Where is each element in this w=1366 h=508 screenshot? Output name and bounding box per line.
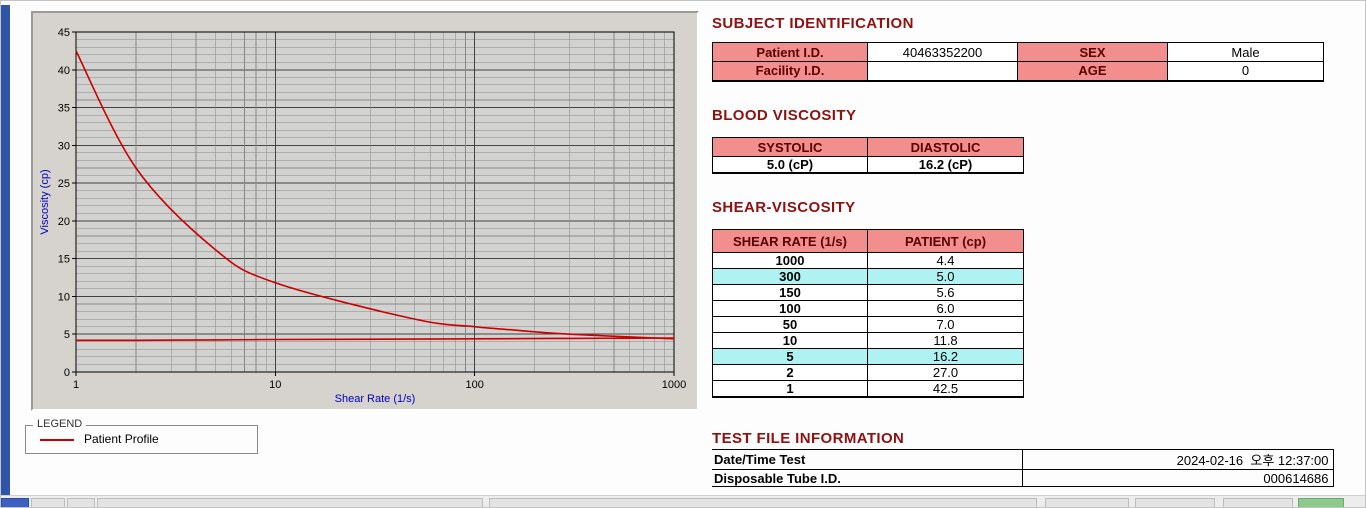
age-value: 0 — [1167, 61, 1324, 81]
facility-id-value — [867, 61, 1018, 81]
svg-text:5: 5 — [64, 329, 70, 341]
taskbar-button[interactable] — [1135, 498, 1215, 507]
viscosity-chart: 0 5 10 15 20 25 30 35 40 45 1 10 100 1000 Viscosity (c… — [39, 27, 686, 405]
patient-value-cell: 4.4 — [867, 252, 1024, 269]
shear-rate-cell: 1000 — [712, 252, 868, 269]
svg-text:40: 40 — [58, 65, 70, 77]
test-file-information-heading: TEST FILE INFORMATION — [712, 430, 905, 447]
disposable-tube-id-value: 000614686 — [1021, 469, 1334, 487]
taskbar-button[interactable] — [67, 498, 95, 507]
patient-value-cell: 5.6 — [867, 284, 1024, 301]
patient-value-cell: 27.0 — [867, 364, 1024, 381]
table-header-row: SHEAR RATE (1/s) PATIENT (cp) — [712, 229, 1024, 253]
shear-viscosity-table: SHEAR RATE (1/s) PATIENT (cp) 1000 4.4 3… — [712, 229, 1024, 398]
shear-row: 50 7.0 — [712, 316, 1024, 333]
table-row: Date/Time Test 2024-02-16 오후 12:37:00 — [712, 449, 1334, 470]
shear-rate-cell: 2 — [712, 364, 868, 381]
taskbar-button[interactable] — [489, 498, 1037, 507]
sex-value: Male — [1167, 42, 1324, 62]
subject-identification-heading: SUBJECT IDENTIFICATION — [712, 15, 914, 32]
taskbar-button[interactable] — [1045, 498, 1129, 507]
subject-identification-table: Patient I.D. 40463352200 SEX Male Facili… — [712, 42, 1324, 82]
taskbar-button[interactable] — [31, 498, 65, 507]
legend-box: LEGEND Patient Profile — [25, 418, 258, 454]
patient-value-cell: 6.0 — [867, 300, 1024, 317]
legend-title: LEGEND — [33, 418, 87, 430]
patient-header: PATIENT (cp) — [867, 229, 1024, 253]
svg-text:35: 35 — [58, 103, 70, 115]
patient-profile-line-sample — [40, 439, 74, 441]
left-edge-strip — [1, 5, 10, 497]
shear-row: 10 11.8 — [712, 332, 1024, 349]
start-button[interactable] — [1, 498, 29, 507]
table-row: Patient I.D. 40463352200 SEX Male — [712, 42, 1324, 62]
shear-rate-cell: 300 — [712, 268, 868, 285]
patient-value-cell: 16.2 — [867, 348, 1024, 365]
shear-rate-cell: 10 — [712, 332, 868, 349]
taskbar-button[interactable] — [1298, 498, 1344, 507]
svg-text:1000: 1000 — [662, 379, 686, 391]
svg-text:25: 25 — [58, 178, 70, 190]
table-row: Facility I.D. AGE 0 — [712, 61, 1324, 81]
shear-row: 1 42.5 — [712, 380, 1024, 398]
svg-text:10: 10 — [58, 291, 70, 303]
shear-row: 100 6.0 — [712, 300, 1024, 317]
svg-text:15: 15 — [58, 254, 70, 266]
shear-rate-header: SHEAR RATE (1/s) — [712, 229, 868, 253]
legend-entry-label: Patient Profile — [84, 432, 159, 446]
shear-row: 2 27.0 — [712, 364, 1024, 381]
shear-rate-cell: 5 — [712, 348, 868, 365]
svg-text:Viscosity (cp): Viscosity (cp) — [39, 169, 51, 234]
table-row: Disposable Tube I.D. 000614686 — [712, 469, 1334, 487]
shear-viscosity-heading: SHEAR-VISCOSITY — [712, 199, 856, 216]
svg-text:30: 30 — [58, 140, 70, 152]
systolic-header: SYSTOLIC — [712, 137, 868, 157]
test-file-information-table: Date/Time Test 2024-02-16 오후 12:37:00 Di… — [712, 449, 1334, 487]
shear-row: 300 5.0 — [712, 268, 1024, 285]
blood-viscosity-table: SYSTOLIC DIASTOLIC 5.0 (cP) 16.2 (cP) — [712, 137, 1024, 174]
date-time-test-value: 2024-02-16 오후 12:37:00 — [1021, 449, 1334, 470]
svg-text:1: 1 — [73, 379, 79, 391]
date-time-test-label: Date/Time Test — [712, 449, 1022, 470]
shear-rate-cell: 150 — [712, 284, 868, 301]
table-header-row: SYSTOLIC DIASTOLIC — [712, 137, 1024, 157]
taskbar-button[interactable] — [1223, 498, 1293, 507]
sex-label: SEX — [1017, 42, 1168, 62]
shear-row: 1000 4.4 — [712, 252, 1024, 269]
age-label: AGE — [1017, 61, 1168, 81]
shear-rate-cell: 50 — [712, 316, 868, 333]
disposable-tube-id-label: Disposable Tube I.D. — [712, 469, 1022, 487]
facility-id-label: Facility I.D. — [712, 61, 868, 81]
shear-row: 5 16.2 — [712, 348, 1024, 365]
svg-text:45: 45 — [58, 27, 70, 39]
patient-value-cell: 11.8 — [867, 332, 1024, 349]
patient-id-value: 40463352200 — [867, 42, 1018, 62]
svg-text:100: 100 — [466, 379, 484, 391]
blood-viscosity-heading: BLOOD VISCOSITY — [712, 107, 857, 124]
patient-value-cell: 7.0 — [867, 316, 1024, 333]
diastolic-value: 16.2 (cP) — [867, 156, 1024, 174]
table-row: 5.0 (cP) 16.2 (cP) — [712, 156, 1024, 174]
svg-text:20: 20 — [58, 216, 70, 228]
shear-rate-cell: 1 — [712, 380, 868, 398]
patient-value-cell: 5.0 — [867, 268, 1024, 285]
viscosity-chart-panel: 0 5 10 15 20 25 30 35 40 45 1 10 100 1000 Viscosity (c… — [31, 11, 699, 411]
svg-text:0: 0 — [64, 367, 70, 379]
patient-id-label: Patient I.D. — [712, 42, 868, 62]
taskbar — [1, 495, 1365, 507]
systolic-value: 5.0 (cP) — [712, 156, 868, 174]
svg-text:10: 10 — [269, 379, 281, 391]
shear-rate-cell: 100 — [712, 300, 868, 317]
shear-row: 150 5.6 — [712, 284, 1024, 301]
patient-value-cell: 42.5 — [867, 380, 1024, 398]
taskbar-button[interactable] — [97, 498, 483, 507]
svg-text:Shear Rate (1/s): Shear Rate (1/s) — [335, 393, 416, 405]
diastolic-header: DIASTOLIC — [867, 137, 1024, 157]
